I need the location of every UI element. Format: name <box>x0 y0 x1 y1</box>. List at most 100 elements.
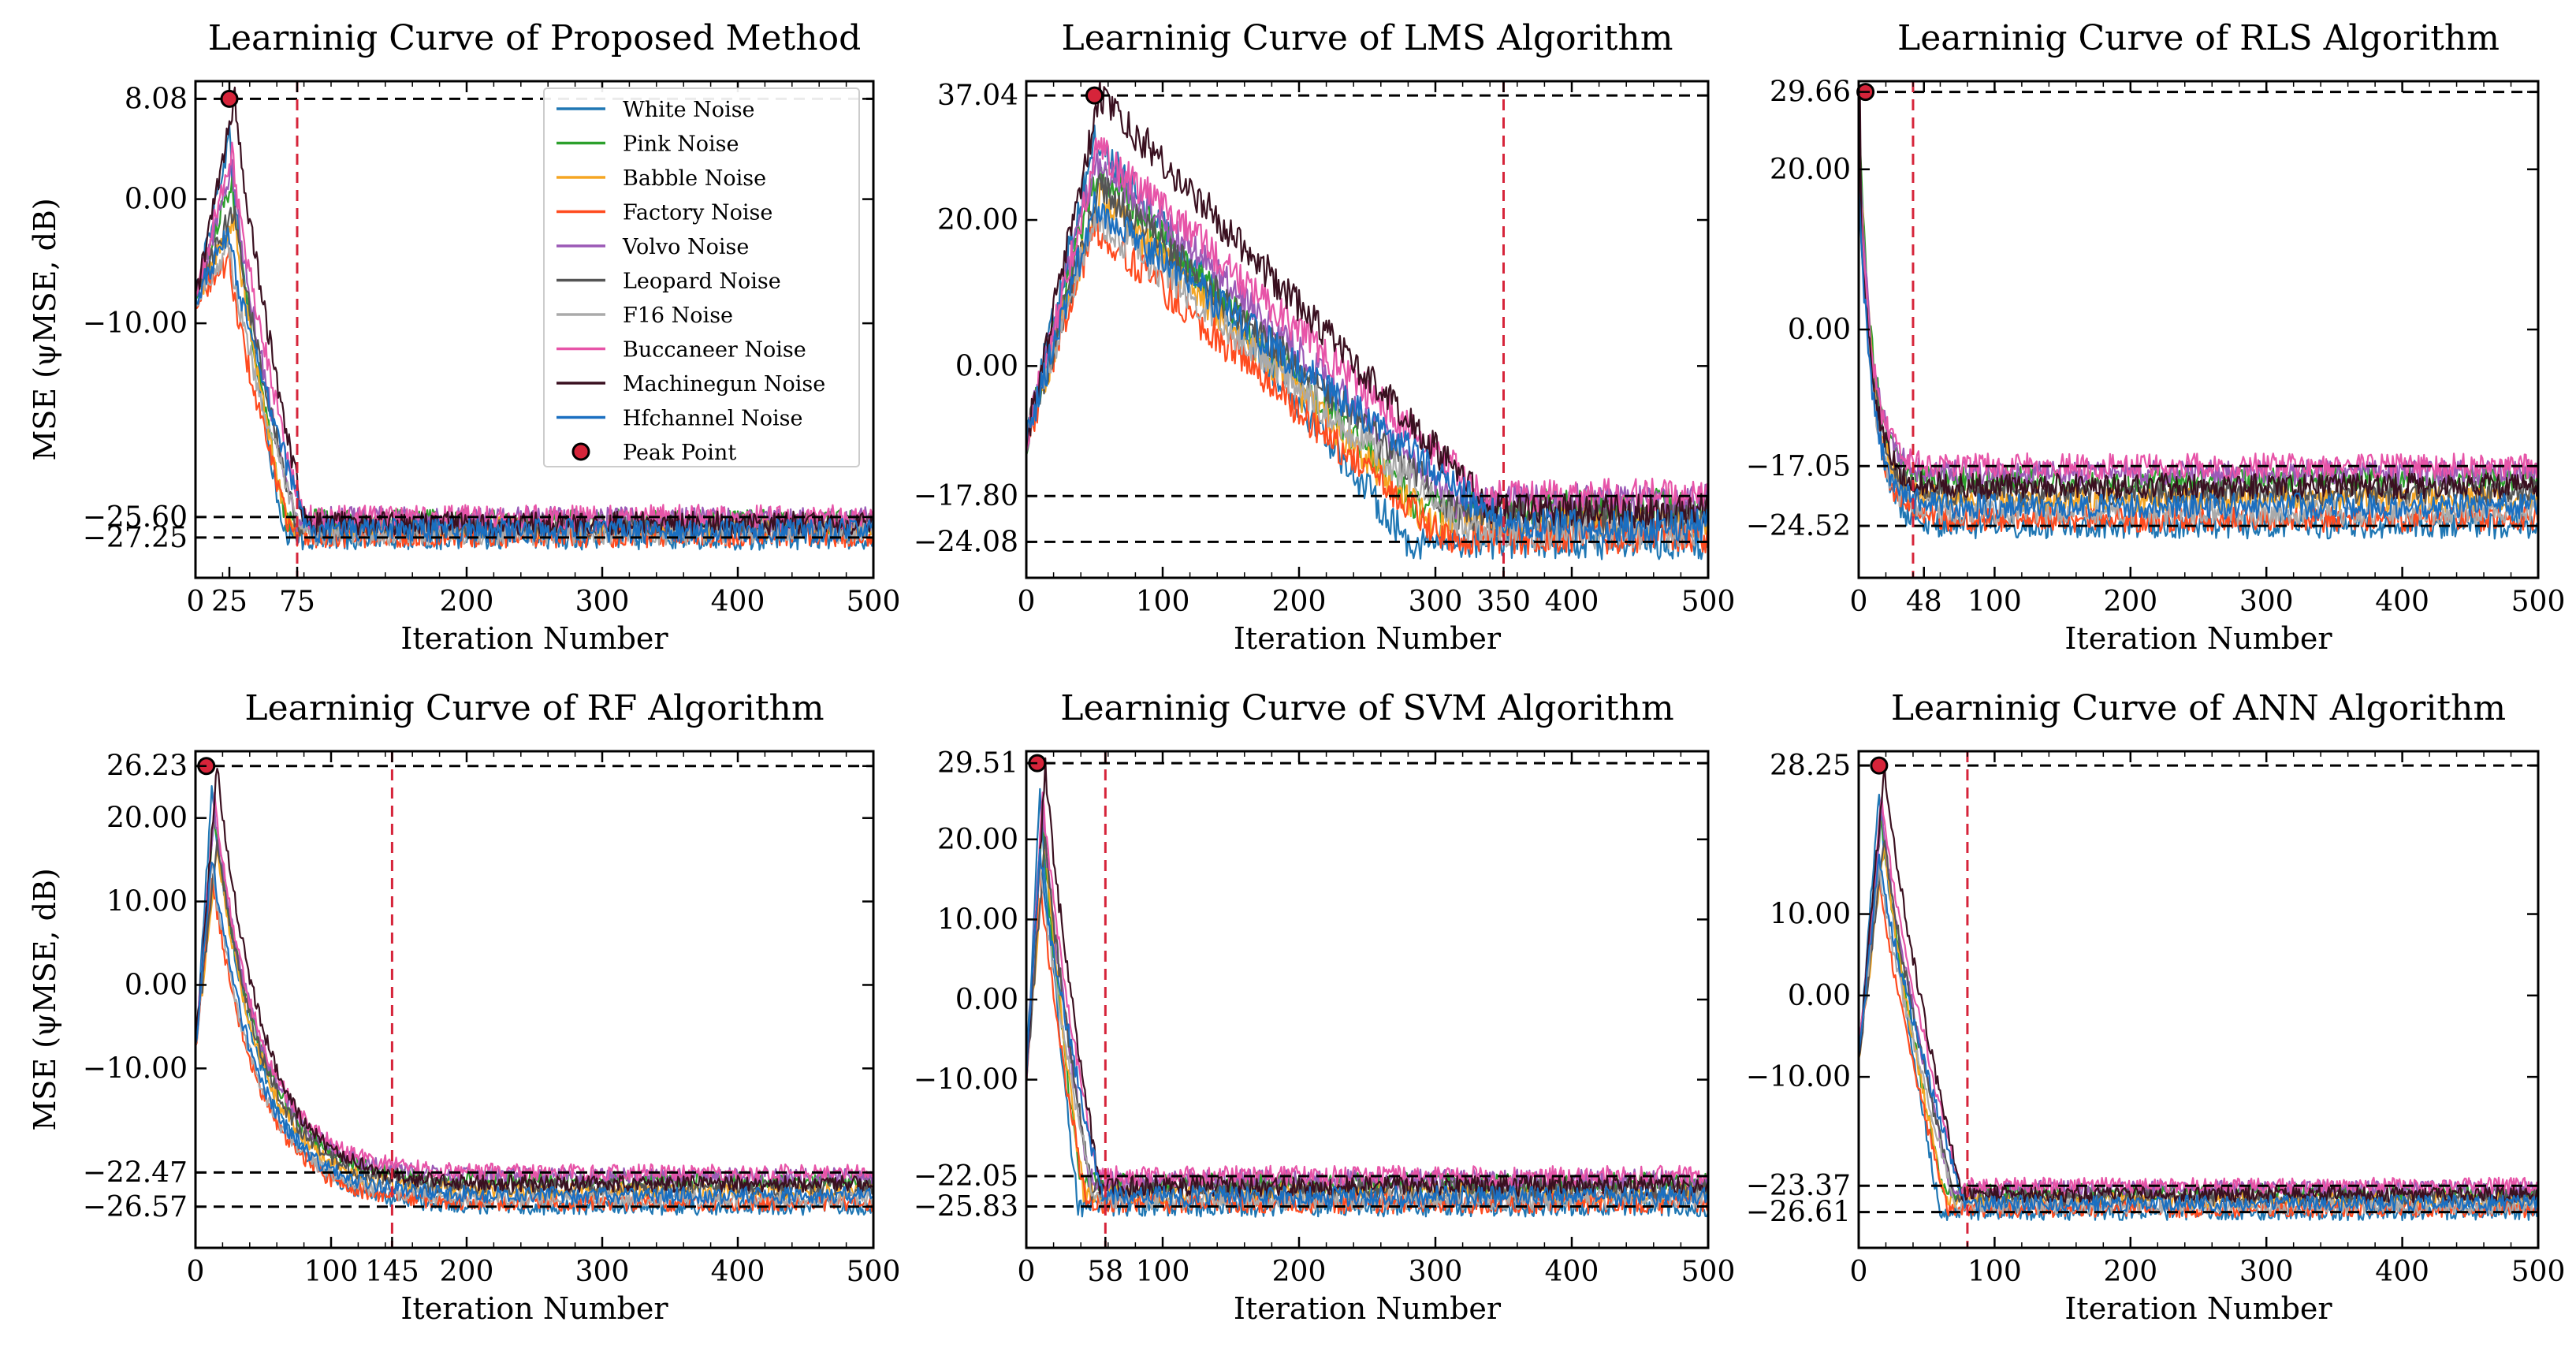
x-tick-label: 400 <box>2375 1256 2429 1288</box>
x-tick-label: 0 <box>1018 586 1036 618</box>
chart-panel-6: 0 100 200 300 400 500 28.25 10.00 0.00 −10.00 −23.… <box>1746 688 2566 1326</box>
y-tick-label: −10.00 <box>83 307 188 340</box>
y-tick-label: −10.00 <box>914 1064 1018 1097</box>
x-tick-label: 300 <box>575 586 630 618</box>
y-tick-label: 0.00 <box>125 969 188 1001</box>
y-tick-label: −26.61 <box>1746 1197 1851 1229</box>
x-tick-label: 200 <box>440 586 494 618</box>
series-line-pink-noise <box>1859 820 2538 1201</box>
y-tick-label: −26.57 <box>83 1191 188 1223</box>
y-axis-label: MSE (ψMSE, dB) <box>28 868 62 1130</box>
series-line-hfchannel-noise <box>195 227 873 544</box>
y-tick-label: −27.25 <box>83 522 188 554</box>
series-line-buccaneer-noise <box>1026 791 1708 1188</box>
peak-point-marker <box>1870 756 1889 775</box>
chart-title: Learninig Curve of ANN Algorithm <box>1891 688 2506 728</box>
y-tick-label: 29.51 <box>937 747 1018 780</box>
chart-title: Learninig Curve of Proposed Method <box>208 18 862 58</box>
x-tick-label: 100 <box>1967 1256 2022 1288</box>
series-line-leopard-noise <box>1859 150 2538 507</box>
chart-title: Learninig Curve of LMS Algorithm <box>1062 18 1673 58</box>
y-tick-label: −10.00 <box>83 1052 188 1085</box>
x-tick-label: 75 <box>279 586 315 618</box>
x-tick-label: 300 <box>2239 1256 2294 1288</box>
y-tick-label: −22.05 <box>914 1160 1018 1193</box>
legend-entry: Machinegun Noise <box>623 372 825 397</box>
x-axis-label: Iteration Number <box>1234 621 1502 656</box>
y-tick-label: 20.00 <box>106 802 188 835</box>
series-line-buccaneer-noise <box>1859 796 2538 1195</box>
legend-entry: White Noise <box>623 98 755 122</box>
series-line-factory-noise <box>195 877 873 1212</box>
x-tick-label: 25 <box>211 586 248 618</box>
legend-entry: Hfchannel Noise <box>623 407 802 431</box>
y-tick-label: −25.60 <box>83 501 188 534</box>
axes-frame <box>194 750 875 1249</box>
series-line-f16-noise <box>1859 858 2538 1216</box>
axes-frame <box>1025 80 1710 579</box>
plot-area <box>1859 763 2538 1222</box>
series-line-f16-noise <box>1026 865 1708 1212</box>
y-tick-label: 10.00 <box>106 886 188 918</box>
legend-peak-marker <box>571 442 590 461</box>
series-line-factory-noise <box>1859 862 2538 1219</box>
legend-box <box>543 87 860 467</box>
series-line-hfchannel-noise <box>1859 853 2538 1212</box>
x-tick-label: 0 <box>1850 1256 1868 1288</box>
y-tick-label: 20.00 <box>937 204 1018 236</box>
series-line-volvo-noise <box>1859 141 2538 486</box>
legend-entry: Leopard Noise <box>623 270 781 294</box>
y-tick-label: −17.05 <box>1746 450 1851 482</box>
x-tick-label: 100 <box>1136 586 1190 618</box>
series-line-machinegun-noise <box>1026 757 1708 1198</box>
y-tick-label: 0.00 <box>125 184 188 216</box>
legend-entry: Volvo Noise <box>622 235 749 259</box>
y-tick-label: 28.25 <box>1770 750 1851 782</box>
y-tick-label: 26.23 <box>106 750 188 783</box>
chart-title: Learninig Curve of RLS Algorithm <box>1897 18 2500 58</box>
series-line-factory-noise <box>1026 860 1708 1215</box>
plot-area <box>1026 757 1708 1218</box>
x-tick-label: 500 <box>847 1256 901 1288</box>
legend-entry: Pink Noise <box>623 132 739 157</box>
x-tick-label: 300 <box>1409 1256 1463 1288</box>
plot-area <box>195 86 873 551</box>
x-tick-label: 0 <box>187 586 205 618</box>
x-tick-label: 200 <box>440 1256 494 1288</box>
series-line-machinegun-noise <box>1859 91 2538 500</box>
x-tick-label: 58 <box>1087 1256 1123 1288</box>
chart-panel-2: 0 100 200 300 350 400 500 37.04 20.00 0.00 −17.80 −… <box>914 18 1736 656</box>
series-line-hfchannel-noise <box>1026 848 1708 1208</box>
y-tick-label: 20.00 <box>1770 154 1851 186</box>
x-axis-label: Iteration Number <box>400 621 668 656</box>
x-tick-label: 400 <box>2375 586 2429 618</box>
chart-panel-1: 0 25 75 200 300 400 500 8.08 0.00 −10.00 −25.60−27… <box>28 18 900 656</box>
x-tick-label: 100 <box>304 1256 359 1288</box>
x-tick-label: 145 <box>365 1256 419 1288</box>
y-tick-label: 0.00 <box>955 350 1018 382</box>
x-tick-label: 0 <box>1850 586 1868 618</box>
plot-area <box>1026 81 1708 560</box>
series-line-hfchannel-noise <box>1859 184 2538 520</box>
series-line-babble-noise <box>1859 840 2538 1210</box>
legend-entry: F16 Noise <box>623 303 733 328</box>
y-tick-label: 0.00 <box>955 984 1018 1016</box>
legend-entry: Factory Noise <box>623 201 772 225</box>
legend-entry-peak: Peak Point <box>623 441 736 465</box>
axes-frame <box>194 80 875 579</box>
series-line-buccaneer-noise <box>1026 137 1708 515</box>
x-tick-label: 400 <box>1545 1256 1599 1288</box>
x-tick-label: 300 <box>2239 586 2294 618</box>
series-line-buccaneer-noise <box>195 141 873 531</box>
x-axis-label: Iteration Number <box>2064 1291 2332 1326</box>
x-tick-label: 200 <box>2103 586 2157 618</box>
y-tick-label: 20.00 <box>937 824 1018 856</box>
series-line-machinegun-noise <box>195 768 873 1193</box>
legend-entry: Buccaneer Noise <box>623 338 806 363</box>
x-tick-label: 100 <box>1967 586 2022 618</box>
y-tick-label: 10.00 <box>1770 899 1851 931</box>
x-tick-label: 500 <box>1681 1256 1736 1288</box>
series-line-babble-noise <box>1859 125 2538 513</box>
y-tick-label: 37.04 <box>937 80 1018 112</box>
